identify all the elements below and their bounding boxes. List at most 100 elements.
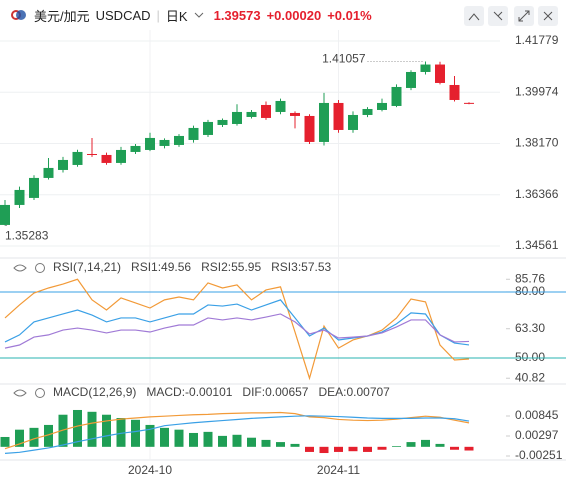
- candle-body: [116, 149, 126, 163]
- divider: |: [156, 7, 160, 23]
- candle-body: [246, 111, 257, 117]
- candle-body: [377, 102, 387, 110]
- candle-body: [101, 154, 112, 163]
- y-tick-label: 1.39974: [515, 84, 559, 98]
- y-tick-label: 1.34561: [515, 238, 559, 252]
- candle-body: [188, 127, 199, 140]
- legend-entry: MACD:-0.00101: [146, 385, 232, 399]
- candle-body: [464, 102, 474, 104]
- macd-bar: [305, 446, 314, 452]
- close-button[interactable]: [538, 6, 558, 26]
- macd-bar: [102, 414, 111, 447]
- series-line: [4, 415, 470, 454]
- macd-bar: [145, 424, 155, 447]
- macd-bar: [334, 446, 343, 452]
- flag-icon: [11, 10, 26, 20]
- macd-bar: [348, 446, 358, 452]
- candle-body: [29, 177, 39, 198]
- macd-bar: [363, 446, 372, 452]
- settings-icon[interactable]: [35, 388, 45, 398]
- macd-bar: [189, 432, 198, 447]
- legend-entry: RSI2:55.95: [201, 260, 261, 274]
- candle-body: [87, 153, 97, 155]
- macd-bar: [276, 442, 285, 447]
- candle-body: [261, 104, 271, 118]
- draw-button[interactable]: [464, 6, 484, 26]
- macd-bar: [290, 443, 300, 447]
- visibility-icon[interactable]: [13, 389, 27, 397]
- legend-entry: RSI3:57.53: [271, 260, 331, 274]
- macd-bar: [319, 446, 329, 454]
- y-tick-label: 1.36366: [515, 187, 559, 201]
- macd-bar: [377, 446, 387, 450]
- macd-bar: [392, 446, 401, 447]
- macd-bar: [247, 437, 256, 447]
- macd-bar: [218, 435, 227, 447]
- macd-bar: [160, 427, 169, 447]
- period[interactable]: 日K: [165, 8, 188, 24]
- candle-body: [275, 100, 286, 112]
- visibility-icon[interactable]: [13, 264, 27, 272]
- series-line: [4, 299, 470, 346]
- candle-body: [449, 84, 460, 100]
- indicator-title: RSI(7,14,21): [53, 260, 121, 274]
- macd-bar: [29, 427, 39, 447]
- high-annotation: 1.41057: [322, 52, 366, 66]
- candle-body: [420, 64, 431, 72]
- candle-body: [319, 102, 329, 142]
- candle-body: [304, 115, 315, 142]
- legend-entry: DEA:0.00707: [318, 385, 390, 399]
- macd-bar: [44, 424, 53, 447]
- macd-bar: [174, 429, 184, 447]
- y-tick-label: 40.82: [515, 370, 545, 384]
- macd-bar: [421, 439, 430, 447]
- price: 1.39573: [213, 7, 261, 23]
- candle-body: [58, 159, 68, 170]
- change-pct: +0.01%: [327, 7, 372, 23]
- macd-bar: [450, 446, 459, 450]
- y-tick-label: 63.30: [515, 321, 545, 335]
- candle-body: [14, 189, 25, 205]
- candle-body: [145, 137, 155, 150]
- y-tick-label: -0.00251: [515, 448, 563, 462]
- legend-entry: RSI1:49.56: [131, 260, 191, 274]
- series-line: [4, 313, 470, 349]
- candle-body: [333, 102, 344, 130]
- macd-bar: [406, 442, 416, 447]
- macd-bar: [131, 419, 140, 447]
- header: 美元/加元 USDCAD | 日K 1.39573 +0.00020 +0.01…: [0, 0, 566, 30]
- y-tick-label: 1.41779: [515, 33, 559, 47]
- candle-body: [348, 114, 358, 130]
- settings-icon[interactable]: [35, 263, 45, 273]
- series-line: [4, 278, 470, 381]
- fullscreen-button[interactable]: [514, 6, 534, 26]
- pair: 美元/加元: [34, 8, 90, 24]
- candle-body: [203, 121, 213, 135]
- x-tick-label: 2024-10: [128, 463, 172, 477]
- macd-bar: [58, 414, 68, 447]
- macd-bar: [0, 436, 10, 447]
- y-tick-label: 85.76: [515, 271, 545, 285]
- legend-entry: DIF:0.00657: [242, 385, 308, 399]
- candle-body: [130, 145, 141, 152]
- indicator-title: MACD(12,26,9): [53, 385, 136, 399]
- candle-body: [217, 119, 228, 125]
- series-line: [4, 411, 470, 450]
- macd-bar: [15, 429, 24, 447]
- low-annotation: 1.35283: [5, 229, 49, 243]
- tool-button[interactable]: [488, 6, 508, 26]
- macd-bar: [261, 439, 271, 447]
- y-tick-label: 0.00297: [515, 428, 559, 442]
- y-tick-label: 1.38170: [515, 136, 559, 150]
- candle-body: [72, 151, 83, 165]
- macd-bar: [73, 409, 82, 447]
- candle-body: [406, 71, 416, 88]
- y-tick-label: 80.00: [515, 284, 545, 298]
- candle-body: [391, 86, 402, 106]
- y-tick-label: 0.00845: [515, 408, 559, 422]
- candle-body: [232, 111, 242, 124]
- dropdown-arrow[interactable]: [194, 11, 204, 19]
- candle-body: [290, 112, 300, 116]
